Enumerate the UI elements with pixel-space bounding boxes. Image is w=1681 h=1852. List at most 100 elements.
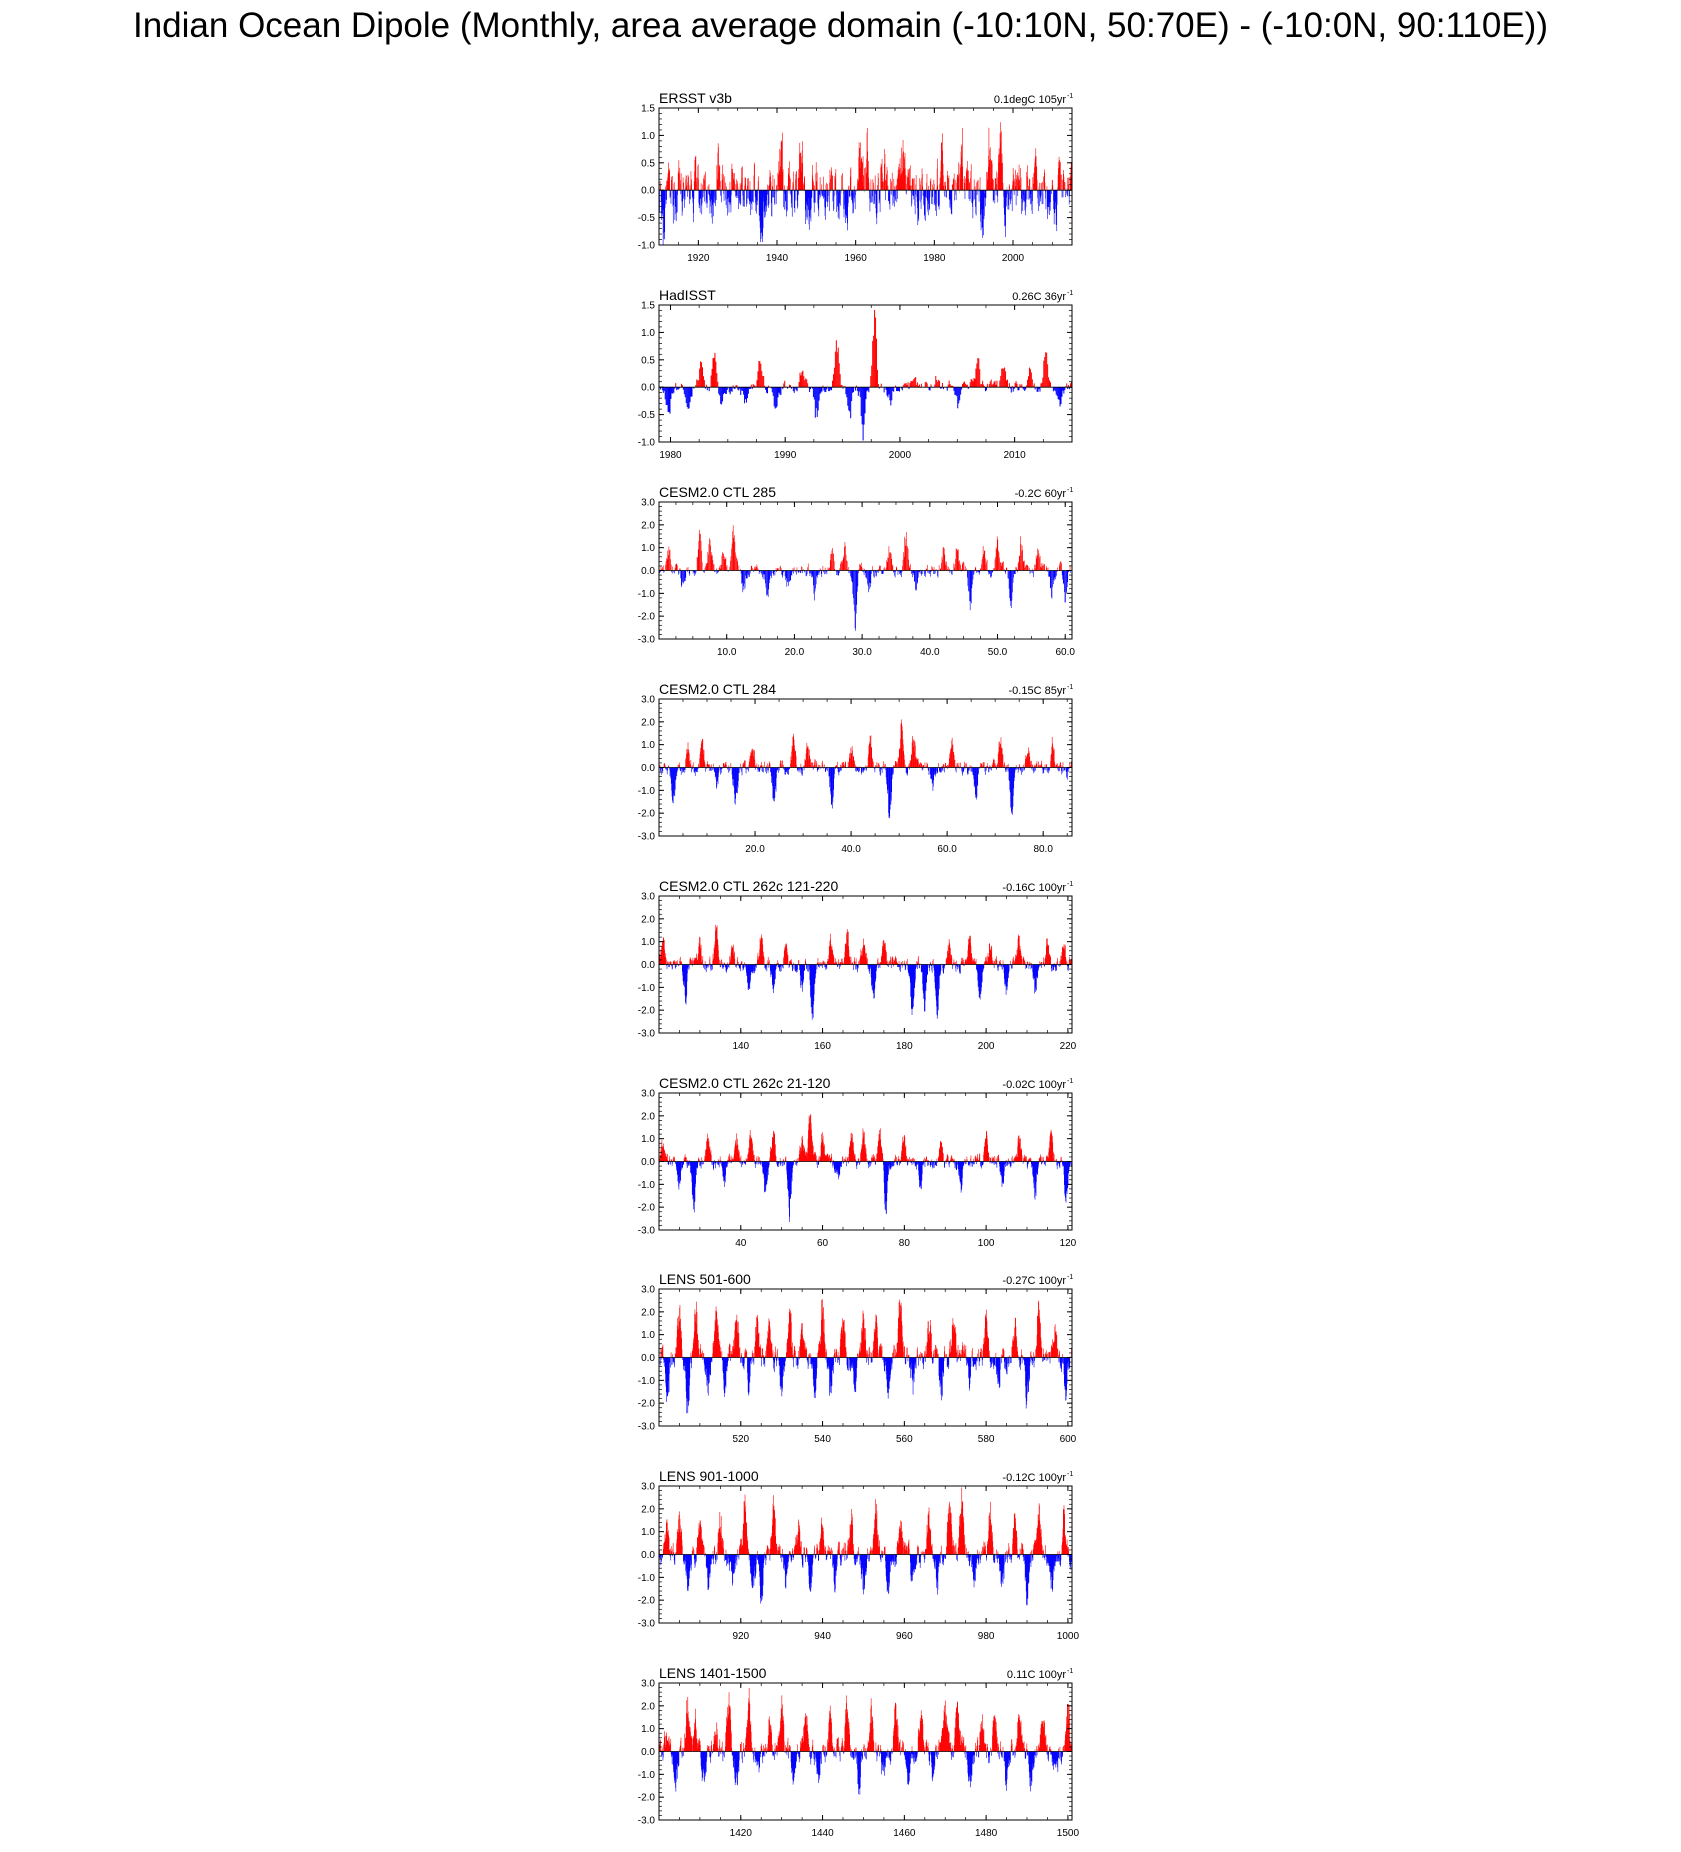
bar bbox=[898, 964, 900, 967]
bar bbox=[780, 150, 782, 191]
bar bbox=[907, 546, 908, 571]
bar bbox=[671, 767, 673, 797]
bar bbox=[825, 767, 826, 772]
bar bbox=[737, 183, 738, 191]
bar bbox=[1050, 190, 1051, 203]
bar bbox=[700, 190, 702, 199]
bar bbox=[891, 767, 893, 792]
bar bbox=[1055, 387, 1057, 395]
bar bbox=[931, 190, 933, 193]
bar bbox=[829, 939, 831, 965]
bar bbox=[886, 181, 887, 191]
bar bbox=[720, 190, 721, 196]
bar bbox=[669, 549, 671, 571]
bar bbox=[980, 384, 982, 388]
bar bbox=[686, 567, 688, 571]
bar bbox=[1028, 747, 1029, 768]
bar bbox=[1067, 184, 1069, 191]
bar bbox=[1053, 749, 1055, 768]
bar bbox=[830, 171, 832, 191]
bar bbox=[879, 962, 880, 965]
bar bbox=[754, 187, 756, 191]
bar bbox=[713, 958, 714, 965]
bar bbox=[973, 377, 975, 388]
bar bbox=[874, 964, 876, 989]
bar bbox=[805, 190, 806, 211]
panel-trend: -0.2C 60yr bbox=[1015, 488, 1067, 500]
bar bbox=[907, 964, 909, 971]
bar bbox=[915, 570, 916, 591]
bar bbox=[828, 190, 829, 193]
bar bbox=[826, 964, 827, 969]
bar bbox=[825, 767, 827, 771]
bar bbox=[942, 964, 944, 972]
bar bbox=[986, 171, 987, 191]
bar bbox=[963, 767, 964, 773]
bar bbox=[659, 387, 661, 390]
bar bbox=[1000, 143, 1002, 191]
bar bbox=[914, 751, 915, 768]
bar bbox=[858, 569, 860, 571]
bar bbox=[719, 166, 721, 191]
bar bbox=[1043, 176, 1044, 191]
bar bbox=[1001, 748, 1003, 768]
bar bbox=[921, 570, 922, 576]
bar bbox=[791, 959, 792, 965]
bar bbox=[699, 936, 700, 965]
bar bbox=[939, 964, 940, 976]
bar bbox=[826, 182, 827, 191]
bar bbox=[987, 182, 989, 191]
bar bbox=[801, 964, 803, 992]
bar bbox=[802, 569, 804, 571]
bar bbox=[822, 190, 824, 197]
bar bbox=[930, 767, 932, 775]
bar bbox=[867, 958, 868, 965]
bar bbox=[854, 957, 855, 965]
bar bbox=[1033, 172, 1035, 191]
bar bbox=[772, 964, 773, 985]
bar bbox=[846, 387, 848, 398]
bar bbox=[726, 387, 728, 390]
bar bbox=[804, 964, 805, 971]
bar bbox=[676, 190, 677, 213]
bar bbox=[1054, 387, 1056, 392]
bar bbox=[920, 184, 921, 191]
bar bbox=[884, 947, 886, 965]
bar bbox=[772, 767, 773, 786]
bar bbox=[848, 950, 850, 965]
bar bbox=[770, 190, 772, 203]
bar bbox=[1032, 183, 1034, 191]
bar bbox=[724, 964, 726, 967]
bar bbox=[955, 559, 956, 571]
bar bbox=[869, 190, 870, 199]
bar bbox=[930, 767, 931, 779]
bar bbox=[1004, 367, 1006, 388]
bar bbox=[917, 760, 918, 768]
bar bbox=[1020, 190, 1021, 192]
bar bbox=[970, 935, 971, 965]
bar bbox=[933, 964, 935, 968]
y-tick-label: -2.0 bbox=[638, 809, 656, 820]
bar bbox=[683, 570, 685, 582]
bar bbox=[874, 569, 876, 571]
bar bbox=[942, 559, 943, 571]
bar bbox=[853, 756, 854, 768]
bar bbox=[679, 568, 680, 571]
bar bbox=[917, 382, 919, 388]
bar bbox=[925, 381, 927, 388]
bar bbox=[793, 739, 795, 768]
bar bbox=[693, 959, 695, 965]
bar bbox=[764, 761, 765, 768]
bar bbox=[709, 538, 710, 571]
bar bbox=[686, 964, 688, 996]
bar bbox=[994, 961, 996, 965]
bar bbox=[967, 950, 969, 965]
bar bbox=[792, 733, 794, 768]
bar bbox=[694, 767, 695, 772]
bar bbox=[739, 964, 741, 968]
bar bbox=[684, 190, 685, 208]
bar bbox=[1029, 764, 1031, 768]
bar bbox=[967, 178, 969, 191]
bar bbox=[887, 962, 889, 965]
bar bbox=[691, 179, 692, 191]
